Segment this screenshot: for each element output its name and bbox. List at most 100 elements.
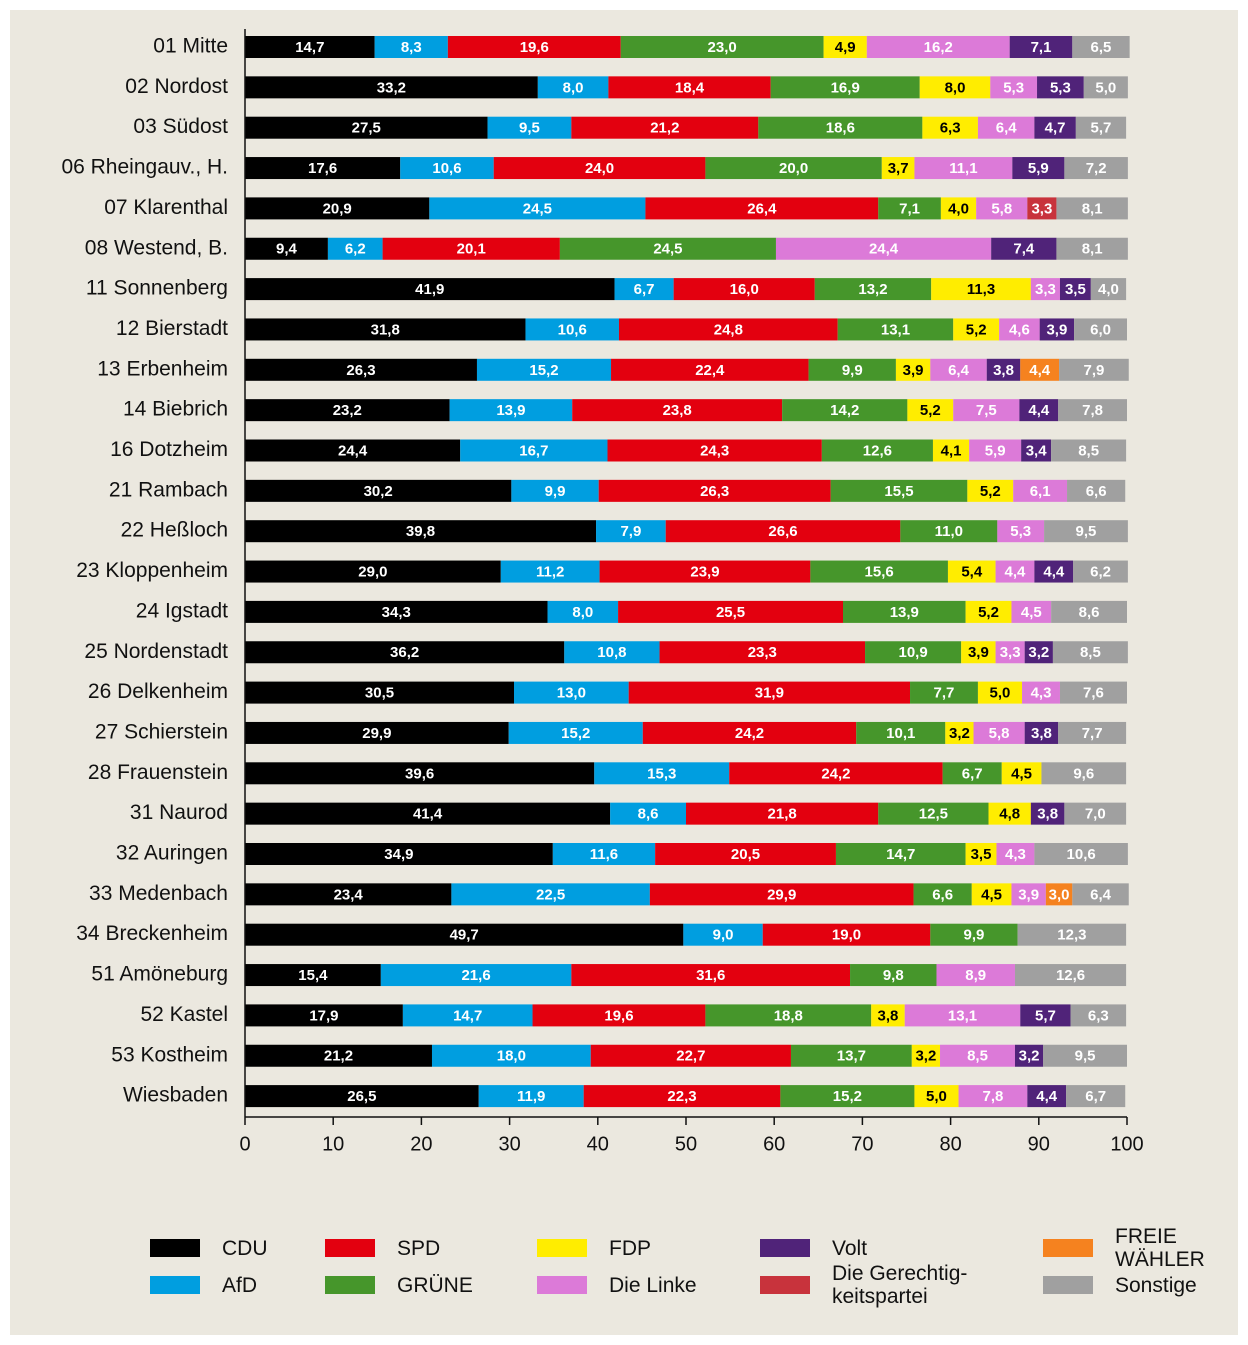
value-label: 41,9: [415, 281, 444, 298]
bar-segment: [705, 157, 882, 180]
bar-segment: [1021, 439, 1052, 462]
bar-segment: [1037, 76, 1084, 99]
value-label: 22,4: [695, 362, 725, 379]
bar-segment: [973, 721, 1025, 744]
bar-segment: [1019, 399, 1059, 422]
category-label: 11 Sonnenberg: [86, 277, 228, 300]
bar-segment: [245, 116, 488, 139]
value-label: 24,8: [714, 321, 743, 338]
value-label: 4,4: [1029, 362, 1051, 379]
bar-segment: [1043, 1044, 1127, 1067]
value-label: 22,5: [536, 886, 565, 903]
bar-segment: [878, 197, 941, 220]
value-label: 24,2: [821, 765, 850, 782]
value-label: 23,3: [748, 644, 777, 661]
bar-segment: [655, 843, 836, 865]
value-label: 7,8: [983, 1088, 1004, 1105]
bar-segment: [823, 36, 867, 58]
value-label: 30,5: [365, 685, 394, 702]
value-label: 8,6: [1079, 604, 1100, 621]
bar-segment: [782, 399, 908, 422]
value-label: 13,7: [837, 1048, 866, 1065]
value-label: 7,2: [1086, 160, 1107, 177]
value-label: 6,4: [996, 120, 1018, 137]
bar-segment: [1011, 883, 1046, 906]
value-label: 3,5: [1065, 281, 1086, 298]
value-label: 3,2: [1019, 1048, 1040, 1065]
value-label: 39,6: [405, 765, 434, 782]
bar-segment: [997, 520, 1045, 543]
bar-segment: [945, 721, 974, 744]
value-label: 23,9: [690, 564, 719, 581]
bar-segment: [245, 439, 461, 462]
bar-segment: [977, 116, 1035, 139]
bar-segment: [431, 1044, 591, 1067]
value-label: 9,5: [519, 120, 540, 137]
value-label: 15,2: [561, 725, 590, 742]
bar-segment: [775, 237, 992, 260]
value-label: 49,7: [450, 927, 479, 944]
value-label: 4,6: [1009, 321, 1030, 338]
value-label: 9,0: [713, 927, 734, 944]
value-label: 4,7: [1045, 120, 1066, 137]
value-label: 6,0: [1090, 321, 1111, 338]
value-label: 15,4: [298, 967, 328, 984]
bar-segment: [842, 600, 966, 623]
bar-segment: [990, 76, 1038, 99]
value-label: 4,3: [1005, 846, 1026, 863]
value-label: 8,1: [1082, 200, 1103, 217]
bar-segment: [594, 762, 730, 785]
bar-segment: [245, 479, 512, 502]
bar-segment: [729, 762, 943, 785]
value-label: 10,8: [597, 644, 626, 661]
value-label: 11,2: [536, 564, 564, 581]
bar-segment: [649, 883, 914, 906]
x-tick-label: 30: [498, 1133, 520, 1155]
bar-segment: [608, 76, 771, 99]
bar-segment: [659, 641, 866, 664]
value-label: 5,0: [990, 685, 1011, 702]
category-label: 25 Nordenstadt: [84, 640, 228, 663]
bar-segment: [940, 1044, 1015, 1067]
value-label: 24,5: [653, 241, 682, 258]
bar-segment: [1056, 197, 1128, 220]
bar-segment: [1009, 36, 1073, 58]
bar-segment: [965, 843, 997, 865]
bar-segment: [590, 1044, 791, 1067]
bar-segment: [245, 36, 375, 58]
bar-segment: [1013, 479, 1068, 502]
bar-segment: [1073, 560, 1128, 583]
category-label: 22 Heßloch: [121, 519, 228, 542]
value-label: 27,5: [352, 120, 381, 137]
value-label: 8,0: [945, 79, 966, 96]
value-label: 3,0: [1049, 886, 1070, 903]
value-label: 26,3: [346, 362, 375, 379]
value-label: 15,5: [884, 483, 913, 500]
value-label: 3,8: [1037, 806, 1058, 823]
bar-segment: [999, 318, 1040, 341]
bar-segment: [965, 600, 1012, 623]
bar-segment: [382, 237, 560, 260]
value-label: 4,1: [941, 442, 962, 459]
value-label: 22,3: [667, 1088, 696, 1105]
value-label: 23,4: [334, 886, 364, 903]
value-label: 25,5: [716, 604, 745, 621]
bar-segment: [1020, 1004, 1071, 1027]
bar-segment: [620, 36, 824, 58]
bar-segment: [628, 681, 911, 704]
bar-segment: [380, 964, 572, 987]
value-label: 9,6: [1073, 765, 1094, 782]
value-label: 5,9: [985, 442, 1006, 459]
value-label: 9,5: [1075, 1048, 1096, 1065]
legend-label: AfD: [222, 1273, 258, 1297]
bar-segment: [1058, 721, 1127, 744]
value-label: 30,2: [364, 483, 393, 500]
bar-segment: [1024, 641, 1053, 664]
value-label: 24,2: [735, 725, 764, 742]
legend-swatch: [1043, 1276, 1093, 1294]
bar-segment: [447, 36, 621, 58]
value-label: 5,8: [991, 200, 1012, 217]
value-label: 29,9: [362, 725, 391, 742]
value-label: 8,5: [1080, 644, 1101, 661]
